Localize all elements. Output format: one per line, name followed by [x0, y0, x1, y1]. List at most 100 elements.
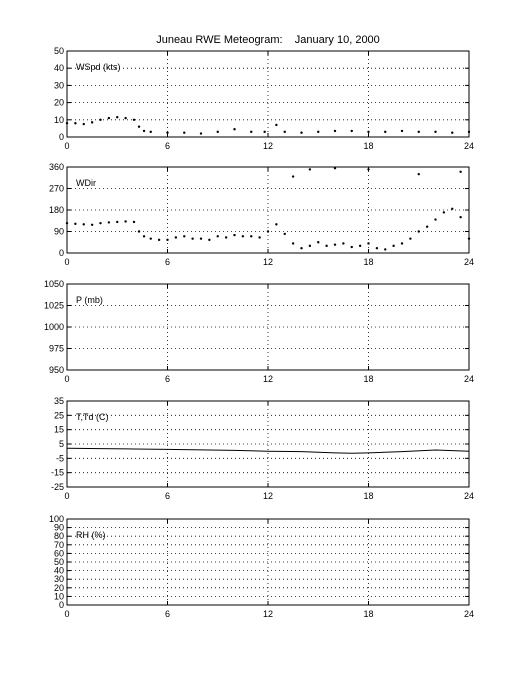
data-point: [82, 223, 85, 226]
data-point: [308, 168, 312, 171]
data-point: [367, 130, 370, 134]
data-point: [124, 220, 127, 223]
data-point: [107, 221, 111, 224]
x-tick-label: 12: [263, 609, 273, 619]
data-point: [132, 118, 136, 122]
x-tick-label: 6: [165, 257, 170, 267]
figure-title: Juneau RWE Meteogram: January 10, 2000: [156, 34, 380, 46]
y-tick-label: 180: [49, 205, 64, 215]
y-tick-label: 60: [54, 548, 64, 558]
data-point: [467, 130, 471, 134]
data-point: [451, 131, 454, 134]
y-tick-label: 90: [54, 523, 64, 533]
x-tick-label: 6: [165, 141, 170, 151]
data-point: [149, 237, 152, 240]
data-point: [65, 221, 69, 225]
data-point: [166, 238, 169, 242]
data-point: [116, 220, 119, 224]
data-point: [216, 130, 219, 134]
y-tick-label: -5: [56, 453, 64, 463]
data-point: [90, 223, 94, 227]
y-tick-label: 30: [54, 80, 64, 90]
plot-frame: [66, 518, 470, 606]
data-point: [384, 248, 387, 251]
data-point: [250, 130, 253, 134]
x-tick-label: 18: [363, 374, 373, 384]
y-tick-label: 0: [59, 132, 64, 142]
x-tick-label: 6: [165, 491, 170, 501]
x-tick-label: 12: [263, 257, 273, 267]
y-tick-label: 70: [54, 540, 64, 550]
data-point: [350, 245, 353, 249]
data-point: [308, 244, 312, 248]
data-point: [400, 242, 404, 245]
y-tick-label: -25: [51, 482, 64, 492]
panel-1: 0 6 12 18 24 0 10 20 30 40 50 WSpd (kts): [54, 46, 474, 151]
data-point: [142, 235, 146, 238]
data-point: [99, 118, 102, 122]
data-point: [333, 243, 337, 246]
panel-label: WDir: [76, 178, 96, 188]
y-tick-label: 1025: [44, 301, 64, 311]
panel-label: RH (%): [76, 530, 106, 540]
data-point: [132, 220, 136, 224]
y-tick-label: 25: [54, 410, 64, 420]
data-point: [183, 235, 186, 238]
data-point: [434, 130, 437, 134]
data-point: [258, 236, 261, 239]
x-tick-label: 0: [64, 141, 69, 151]
x-tick-label: 24: [464, 374, 474, 384]
data-point: [199, 237, 203, 240]
y-tick-label: 975: [49, 344, 64, 354]
x-tick-label: 0: [64, 491, 69, 501]
data-point: [74, 122, 77, 125]
data-point: [166, 131, 169, 134]
data-point: [409, 237, 412, 240]
data-point: [451, 207, 454, 211]
y-tick-label: 10: [54, 115, 64, 125]
data-point: [367, 242, 370, 245]
data-point: [358, 244, 362, 248]
data-point: [459, 215, 462, 219]
plot-frame: [66, 166, 470, 254]
y-tick-label: 20: [54, 98, 64, 108]
y-tick-label: 1050: [44, 279, 64, 289]
y-tick-label: 15: [54, 425, 64, 435]
y-tick-label: 950: [49, 365, 64, 375]
data-point: [275, 223, 278, 226]
y-tick-label: 10: [54, 591, 64, 601]
x-tick-label: 24: [464, 257, 474, 267]
data-point: [442, 211, 446, 214]
data-point: [291, 242, 295, 245]
x-tick-label: 6: [165, 374, 170, 384]
y-tick-label: 50: [54, 557, 64, 567]
x-tick-label: 0: [64, 374, 69, 384]
data-point: [99, 221, 102, 225]
data-point: [250, 235, 253, 238]
data-point: [417, 230, 420, 233]
panel-4: 0 6 12 18 24 -25 -15 -5 5 15 25 35 T,Td (C): [51, 396, 474, 501]
data-point: [291, 175, 295, 178]
data-point: [263, 130, 266, 134]
data-point: [233, 233, 236, 237]
data-point: [283, 130, 286, 134]
y-tick-label: 0: [59, 600, 64, 610]
data-point: [425, 225, 429, 228]
data-point: [367, 168, 370, 171]
data-point: [384, 130, 387, 134]
y-tick-label: 35: [54, 396, 64, 406]
data-point: [208, 238, 211, 242]
y-tick-label: 5: [59, 439, 64, 449]
data-point: [233, 128, 236, 131]
y-tick-label: 100: [49, 514, 64, 524]
data-point: [142, 129, 146, 133]
data-point: [199, 132, 203, 135]
x-tick-label: 18: [363, 609, 373, 619]
y-tick-label: 270: [49, 184, 64, 194]
y-tick-label: 360: [49, 162, 64, 172]
data-point: [375, 247, 379, 250]
data-point: [149, 130, 152, 134]
